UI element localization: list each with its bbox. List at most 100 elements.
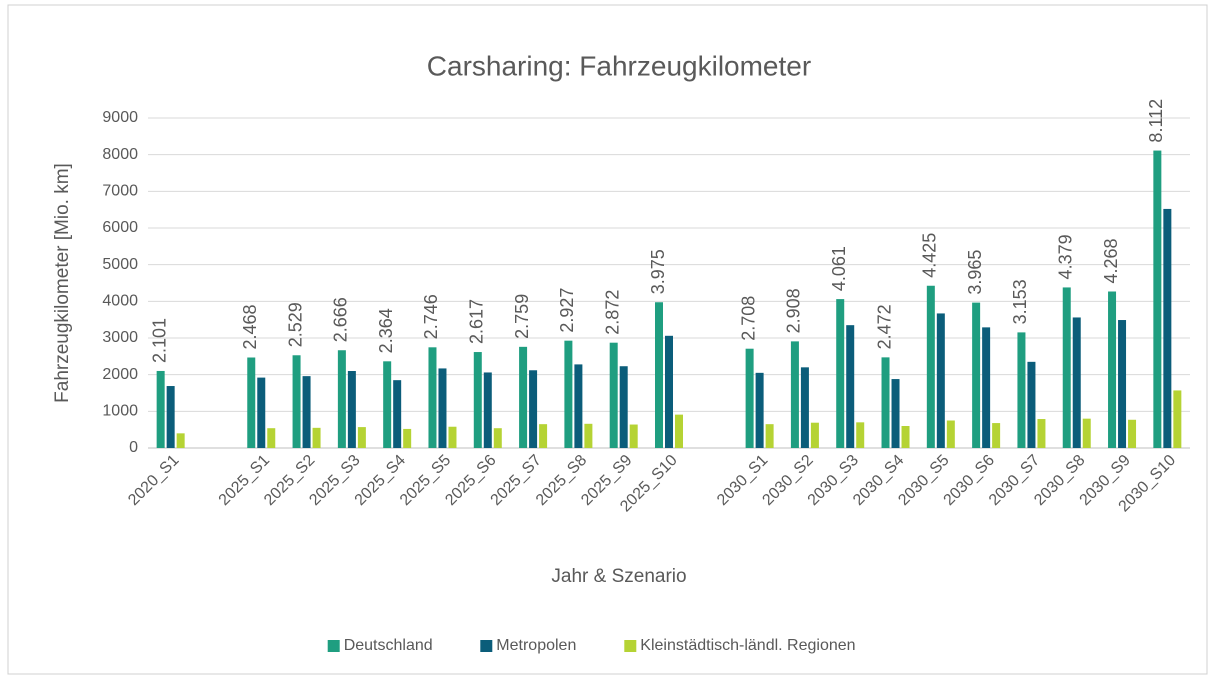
bar (926, 285, 935, 448)
bar (584, 423, 593, 448)
chart-frame (7, 4, 1208, 675)
bar (946, 420, 955, 448)
legend-label: Deutschland (344, 637, 433, 654)
bar (972, 302, 981, 448)
data-label: 2.617 (467, 299, 487, 344)
bar (257, 377, 266, 448)
bar (529, 370, 538, 448)
chart-title: Carsharing: Fahrzeugkilometer (427, 50, 811, 81)
y-tick-label: 5000 (102, 256, 138, 273)
data-label: 2.759 (512, 294, 532, 339)
bar (609, 342, 618, 448)
bar (574, 364, 583, 448)
bar (176, 433, 185, 448)
y-tick-label: 2000 (102, 366, 138, 383)
data-label: 4.425 (920, 233, 940, 278)
data-label: 2.872 (602, 290, 622, 335)
bar (312, 427, 321, 448)
data-label: 2.908 (784, 288, 804, 333)
bar (881, 357, 890, 448)
bar (1017, 332, 1026, 448)
bar (1163, 208, 1172, 448)
data-label: 2.746 (421, 294, 441, 339)
bar (790, 341, 799, 448)
legend-label: Kleinstädtisch-ländl. Regionen (640, 637, 855, 654)
bar (655, 302, 663, 448)
legend-swatch (624, 640, 637, 652)
bar (745, 348, 754, 448)
bar (800, 367, 809, 448)
y-tick-label: 8000 (102, 146, 138, 163)
y-axis-label: Fahrzeugkilometer [Mio. km] (52, 163, 73, 403)
bar (856, 422, 865, 448)
bar (347, 371, 356, 448)
y-tick-label: 6000 (102, 219, 138, 236)
legend-swatch (327, 640, 340, 652)
bar (675, 414, 683, 448)
bar (810, 422, 819, 448)
bar (755, 372, 764, 448)
bar (1082, 418, 1091, 448)
y-tick-label: 9000 (102, 109, 138, 126)
y-tick-label: 4000 (102, 293, 138, 310)
bar (992, 423, 1001, 448)
bar (1072, 317, 1081, 448)
bar (302, 376, 311, 448)
bar (846, 325, 855, 448)
data-label: 2.364 (376, 308, 396, 353)
bar (383, 361, 392, 448)
data-label: 2.666 (331, 297, 351, 342)
data-label: 8.112 (1146, 99, 1166, 143)
bar (1118, 320, 1127, 448)
bar (836, 299, 845, 448)
data-label: 2.472 (874, 304, 894, 349)
y-tick-label: 1000 (102, 403, 138, 420)
data-label: 4.379 (1055, 234, 1075, 279)
data-label: 2.529 (285, 302, 305, 347)
bar (247, 357, 256, 448)
data-label: 2.927 (557, 288, 577, 333)
data-label: 2.101 (149, 318, 169, 363)
bar (891, 379, 900, 448)
bar (448, 426, 457, 448)
bar (1062, 287, 1071, 448)
bar (473, 352, 482, 448)
y-tick-label: 7000 (102, 183, 138, 200)
bar (982, 327, 991, 448)
bar (1173, 390, 1182, 448)
bar (564, 340, 573, 448)
bar (629, 424, 638, 448)
bar (1027, 361, 1036, 448)
bar (357, 427, 366, 448)
legend-swatch (480, 640, 493, 652)
bar (901, 426, 910, 448)
bar (1153, 150, 1162, 448)
data-label: 2.708 (738, 296, 758, 341)
bar (493, 428, 502, 448)
bar (1037, 419, 1046, 448)
bar (403, 428, 412, 448)
bar (267, 428, 276, 448)
data-label: 4.061 (829, 246, 849, 291)
bar (166, 386, 175, 448)
bar (1108, 291, 1117, 448)
x-axis-label: Jahr & Szenario (551, 566, 686, 587)
bar (292, 355, 301, 448)
bar (483, 372, 492, 448)
y-tick-label: 0 (129, 439, 138, 456)
bar (619, 366, 628, 448)
bar (393, 380, 402, 448)
data-label: 2.468 (240, 304, 260, 349)
legend-label: Metropolen (496, 637, 576, 654)
bar (156, 370, 165, 448)
data-label: 4.268 (1101, 238, 1121, 283)
bar (519, 346, 528, 448)
bar (936, 313, 945, 448)
bar (438, 368, 447, 448)
data-label: 3.975 (648, 249, 668, 294)
data-label: 3.965 (965, 250, 985, 295)
bar (428, 347, 437, 448)
y-tick-label: 3000 (102, 329, 138, 346)
data-label: 3.153 (1010, 279, 1030, 324)
